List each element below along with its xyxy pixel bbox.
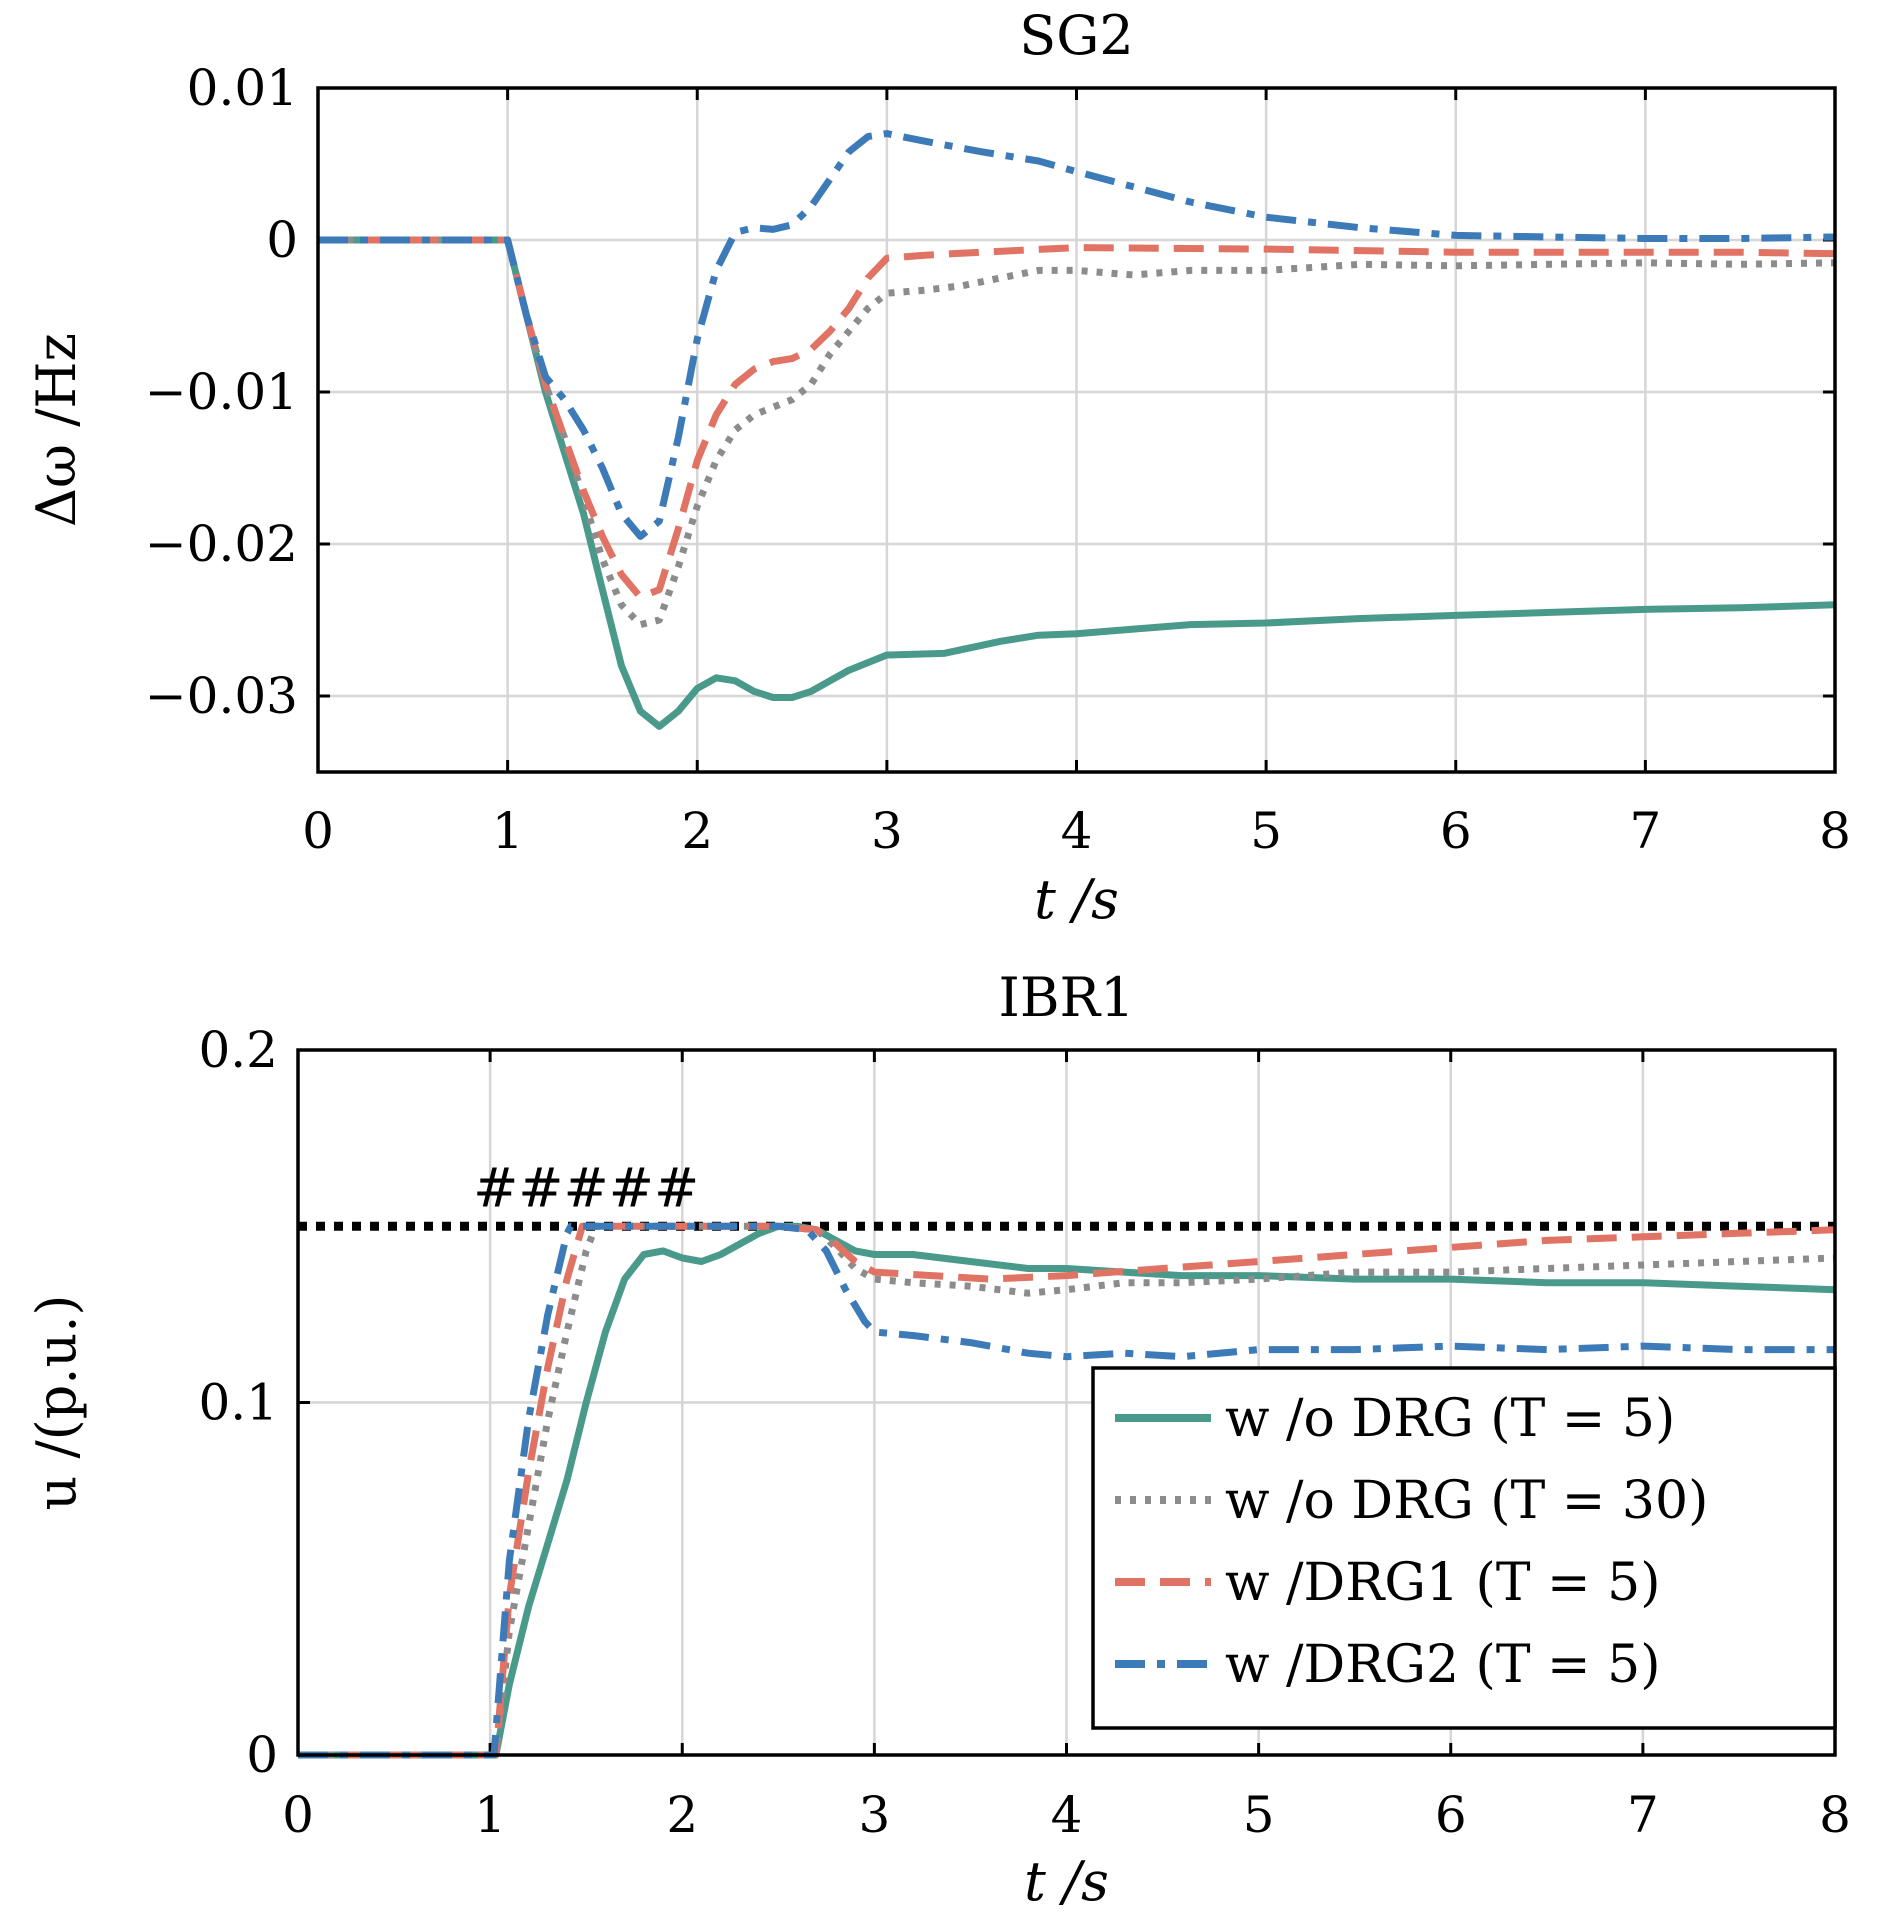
legend-label: w /o DRG (T = 5) (1225, 1389, 1675, 1449)
series-line-solid (318, 236, 1836, 730)
x-tick-label: 5 (1250, 802, 1282, 860)
x-tick-label: 6 (1435, 1786, 1467, 1844)
x-tick-label: 1 (492, 802, 524, 860)
x-tick-label: 8 (1819, 1786, 1851, 1844)
legend-label: w /o DRG (T = 30) (1225, 1471, 1708, 1531)
series-line-dashed (318, 236, 1836, 601)
legend-box (1091, 1366, 1837, 1730)
x-tick-label: 0 (302, 802, 334, 860)
x-tick-label: 4 (1061, 802, 1093, 860)
annotation-text: ##### (473, 1156, 699, 1219)
legend-label: w /DRG1 (T = 5) (1225, 1553, 1661, 1613)
y-axis-label: Δω /Hz (25, 333, 88, 527)
x-axis-label: t /s (1024, 1850, 1109, 1913)
y-axis-label: u /(p.u.) (25, 1295, 88, 1511)
y-tick-label: 0 (266, 211, 298, 269)
series-line-dashed (298, 1222, 1836, 1759)
x-tick-label: 2 (666, 1786, 698, 1844)
x-axis-label: t /s (1034, 868, 1119, 931)
y-tick-label: 0.01 (187, 59, 298, 117)
y-tick-label: 0 (246, 1726, 278, 1784)
y-tick-label: −0.01 (145, 363, 298, 421)
x-tick-label: 0 (282, 1786, 314, 1844)
x-tick-label: 7 (1627, 1786, 1659, 1844)
x-tick-label: 3 (858, 1786, 890, 1844)
y-tick-label: 0.2 (198, 1021, 278, 1079)
chart-panel-2: 0 1 2 3 4 5 6 7 8 0.2 0.1 0 ##### IBR1 t /s u /(p.u.) w … (25, 966, 1851, 1913)
chart-title: IBR1 (998, 966, 1134, 1029)
x-tick-label: 4 (1051, 1786, 1083, 1844)
chart-panel-1: 0 1 2 3 4 5 6 7 8 0.01 0 −0.01 −0.02 −0.03 SG2 t /s Δω /… (25, 4, 1851, 931)
x-tick-label: 3 (871, 802, 903, 860)
series-line-dotted (298, 1222, 1836, 1759)
series-line-dotted (318, 236, 1836, 629)
series-line-dashdot (298, 1222, 1835, 1759)
x-tick-label: 6 (1440, 802, 1472, 860)
plot-frame (316, 86, 1837, 774)
chart-title: SG2 (1019, 4, 1134, 67)
y-tick-label: −0.03 (145, 667, 298, 725)
x-tick-label: 7 (1629, 802, 1661, 860)
x-tick-label: 8 (1819, 802, 1851, 860)
y-tick-label: −0.02 (145, 515, 298, 573)
legend: w /o DRG (T = 5) w /o DRG (T = 30) w /DRG1… (1091, 1366, 1837, 1730)
legend-label: w /DRG2 (T = 5) (1225, 1635, 1661, 1695)
y-tick-label: 0.1 (198, 1374, 278, 1432)
x-tick-label: 1 (474, 1786, 506, 1844)
x-tick-label: 2 (681, 802, 713, 860)
x-tick-label: 5 (1243, 1786, 1275, 1844)
